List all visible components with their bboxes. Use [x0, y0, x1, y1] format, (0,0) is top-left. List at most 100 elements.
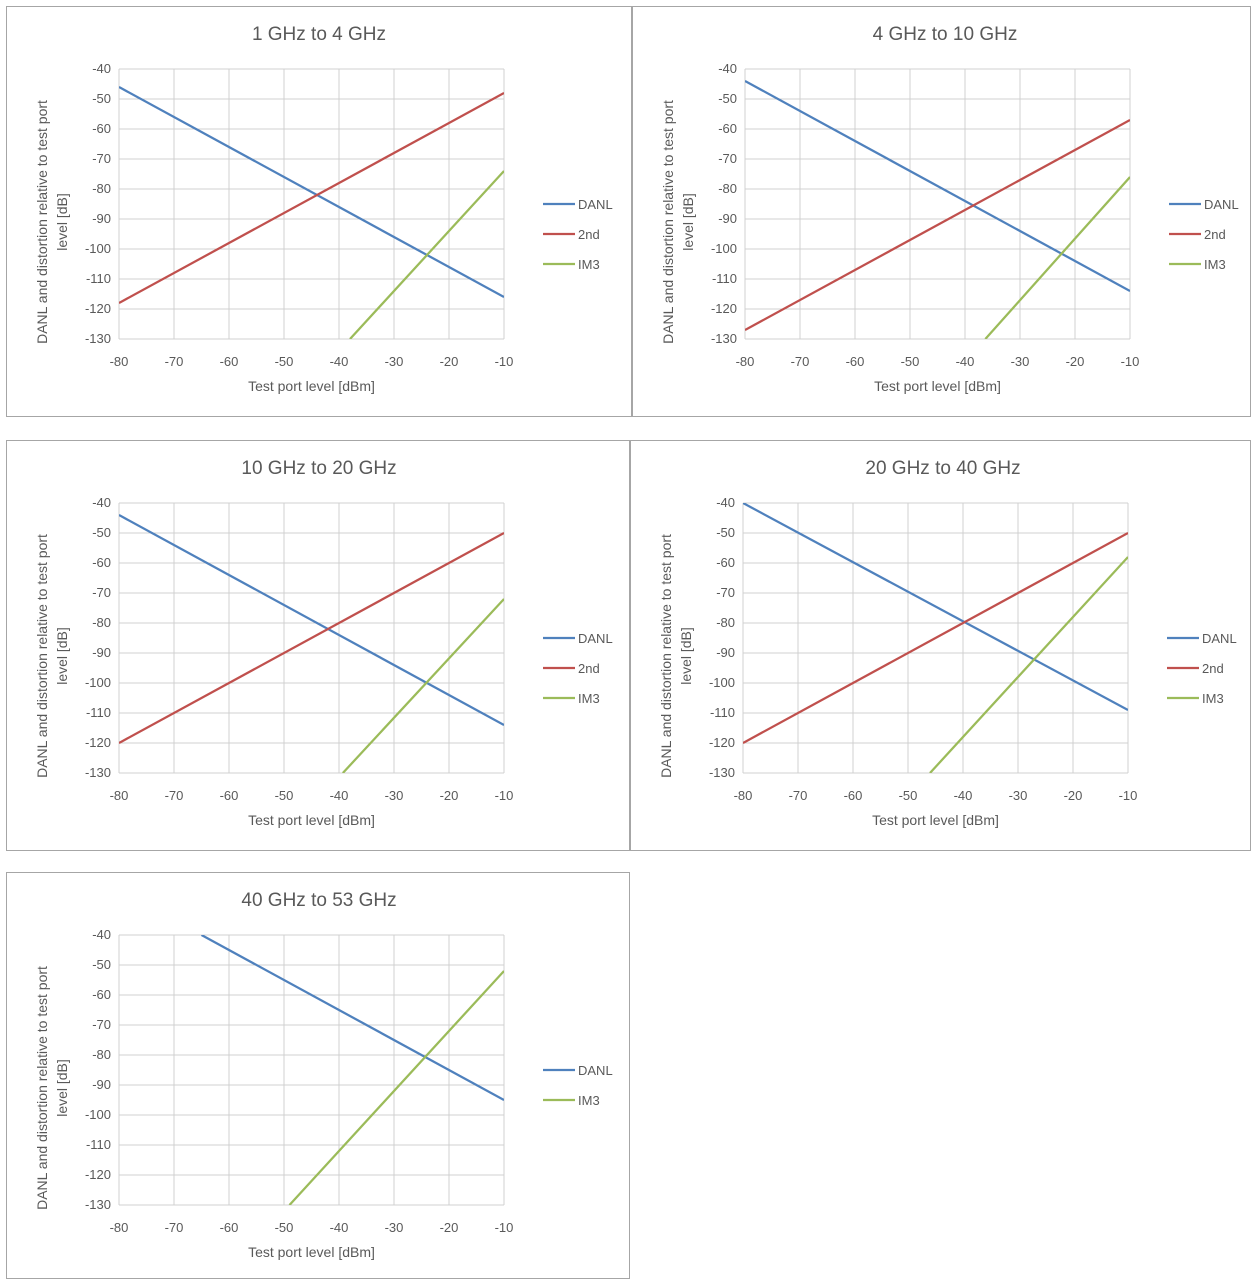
x-tick-label: -80 [110, 354, 129, 369]
legend: DANL 2nd IM3 [1169, 197, 1239, 272]
chart-title: 20 GHz to 40 GHz [865, 458, 1020, 479]
x-tick-label: -60 [844, 788, 863, 803]
legend-label-2nd: 2nd [1202, 661, 1224, 676]
y-tick-label: -120 [85, 301, 111, 316]
legend-label-im3: IM3 [1202, 691, 1224, 706]
y-tick-label: -60 [92, 121, 111, 136]
y-axis-label: DANL and distortion relative to test por… [660, 100, 676, 344]
y-tick-label: -40 [92, 495, 111, 510]
series-line-im3 [342, 598, 504, 773]
y-axis-label: level [dB] [54, 193, 70, 251]
x-tick-label: -80 [734, 788, 753, 803]
y-tick-label: -90 [716, 645, 735, 660]
chart-panel-5: 40 GHz to 53 GHz -40 -50 -60 -70 -80 -90 -100 -1… [6, 872, 630, 1279]
x-axis-label: Test port level [dBm] [248, 378, 375, 394]
x-tick-label: -40 [330, 1220, 349, 1235]
legend-label-danl: DANL [1204, 197, 1239, 212]
series-line-im3 [349, 170, 504, 339]
y-tick-label: -70 [92, 151, 111, 166]
series-line-2nd [119, 532, 504, 744]
chart-panel-3: 10 GHz to 20 GHz -40 -50 -60 -70 -80 -90 -100 -1… [6, 440, 630, 851]
y-tick-label: -110 [86, 705, 111, 720]
y-tick-label: -110 [86, 271, 111, 286]
y-axis-label: DANL and distortion relative to test por… [34, 534, 50, 778]
y-tick-label: -60 [92, 555, 111, 570]
x-tick-label: -40 [954, 788, 973, 803]
legend-label-danl: DANL [578, 197, 613, 212]
y-tick-label: -100 [85, 1107, 111, 1122]
x-tick-label: -10 [495, 788, 514, 803]
y-axis-label: DANL and distortion relative to test por… [658, 534, 674, 778]
x-tick-label: -50 [899, 788, 918, 803]
x-axis-label: Test port level [dBm] [248, 1244, 375, 1260]
y-axis-label: level [dB] [680, 193, 696, 251]
y-tick-label: -40 [92, 927, 111, 942]
chart-panel-4: 20 GHz to 40 GHz -40 -50 -60 -70 -80 -90 -100 -1… [630, 440, 1251, 851]
x-tick-label: -20 [1064, 788, 1083, 803]
chart-title: 10 GHz to 20 GHz [241, 458, 396, 479]
x-tick-label: -30 [1009, 788, 1028, 803]
x-axis-label: Test port level [dBm] [872, 812, 999, 828]
x-tick-label: -30 [385, 1220, 404, 1235]
y-tick-label: -60 [716, 555, 735, 570]
series-line-danl [743, 503, 1128, 711]
x-tick-label: -60 [846, 354, 865, 369]
y-tick-label: -50 [716, 525, 735, 540]
legend-label-2nd: 2nd [578, 661, 600, 676]
x-tick-label: -40 [330, 788, 349, 803]
y-tick-label: -80 [92, 615, 111, 630]
y-tick-label: -110 [86, 1137, 111, 1152]
series-line-danl [745, 80, 1130, 292]
gridlines [742, 502, 1129, 774]
y-tick-label: -40 [718, 61, 737, 76]
y-axis-label: level [dB] [54, 627, 70, 685]
y-tick-label: -110 [710, 705, 735, 720]
y-tick-label: -110 [712, 271, 737, 286]
x-tick-label: -60 [220, 788, 239, 803]
x-tick-label: -50 [275, 788, 294, 803]
series-group [745, 80, 1130, 339]
y-tick-label: -120 [85, 1167, 111, 1182]
y-tick-label: -50 [92, 91, 111, 106]
chart-title: 1 GHz to 4 GHz [252, 24, 386, 45]
legend-label-im3: IM3 [1204, 257, 1226, 272]
x-axis-label: Test port level [dBm] [248, 812, 375, 828]
y-tick-label: -100 [85, 241, 111, 256]
x-tick-label: -10 [495, 354, 514, 369]
y-tick-label: -120 [709, 735, 735, 750]
series-line-danl [119, 86, 504, 298]
x-tick-label: -30 [1011, 354, 1030, 369]
chart-panel-1: 1 GHz to 4 GHz -40 -50 -60 -70 -80 -90 -100 -110… [6, 6, 632, 417]
series-line-2nd [745, 119, 1130, 331]
y-tick-label: -100 [709, 675, 735, 690]
y-tick-label: -40 [92, 61, 111, 76]
y-tick-label: -60 [718, 121, 737, 136]
legend-label-2nd: 2nd [1204, 227, 1226, 242]
y-tick-label: -90 [92, 211, 111, 226]
y-tick-label: -50 [92, 525, 111, 540]
x-tick-label: -50 [275, 354, 294, 369]
legend-label-danl: DANL [578, 1063, 613, 1078]
x-tick-label: -60 [220, 354, 239, 369]
y-tick-label: -130 [85, 765, 111, 780]
chart-title: 40 GHz to 53 GHz [241, 890, 396, 911]
series-group [743, 503, 1128, 773]
gridlines [118, 934, 505, 1206]
x-tick-label: -20 [440, 788, 459, 803]
y-tick-label: -70 [92, 585, 111, 600]
x-tick-label: -30 [385, 354, 404, 369]
x-axis-label: Test port level [dBm] [874, 378, 1001, 394]
x-tick-label: -80 [110, 788, 129, 803]
x-tick-label: -20 [440, 1220, 459, 1235]
legend: DANL 2nd IM3 [543, 197, 613, 272]
x-tick-label: -80 [110, 1220, 129, 1235]
series-line-danl [200, 935, 504, 1101]
x-tick-label: -10 [1119, 788, 1138, 803]
x-tick-label: -10 [1121, 354, 1140, 369]
legend: DANL 2nd IM3 [543, 631, 613, 706]
x-tick-label: -40 [956, 354, 975, 369]
x-tick-label: -70 [791, 354, 810, 369]
y-tick-label: -100 [85, 675, 111, 690]
series-group [119, 514, 504, 773]
y-tick-label: -70 [92, 1017, 111, 1032]
